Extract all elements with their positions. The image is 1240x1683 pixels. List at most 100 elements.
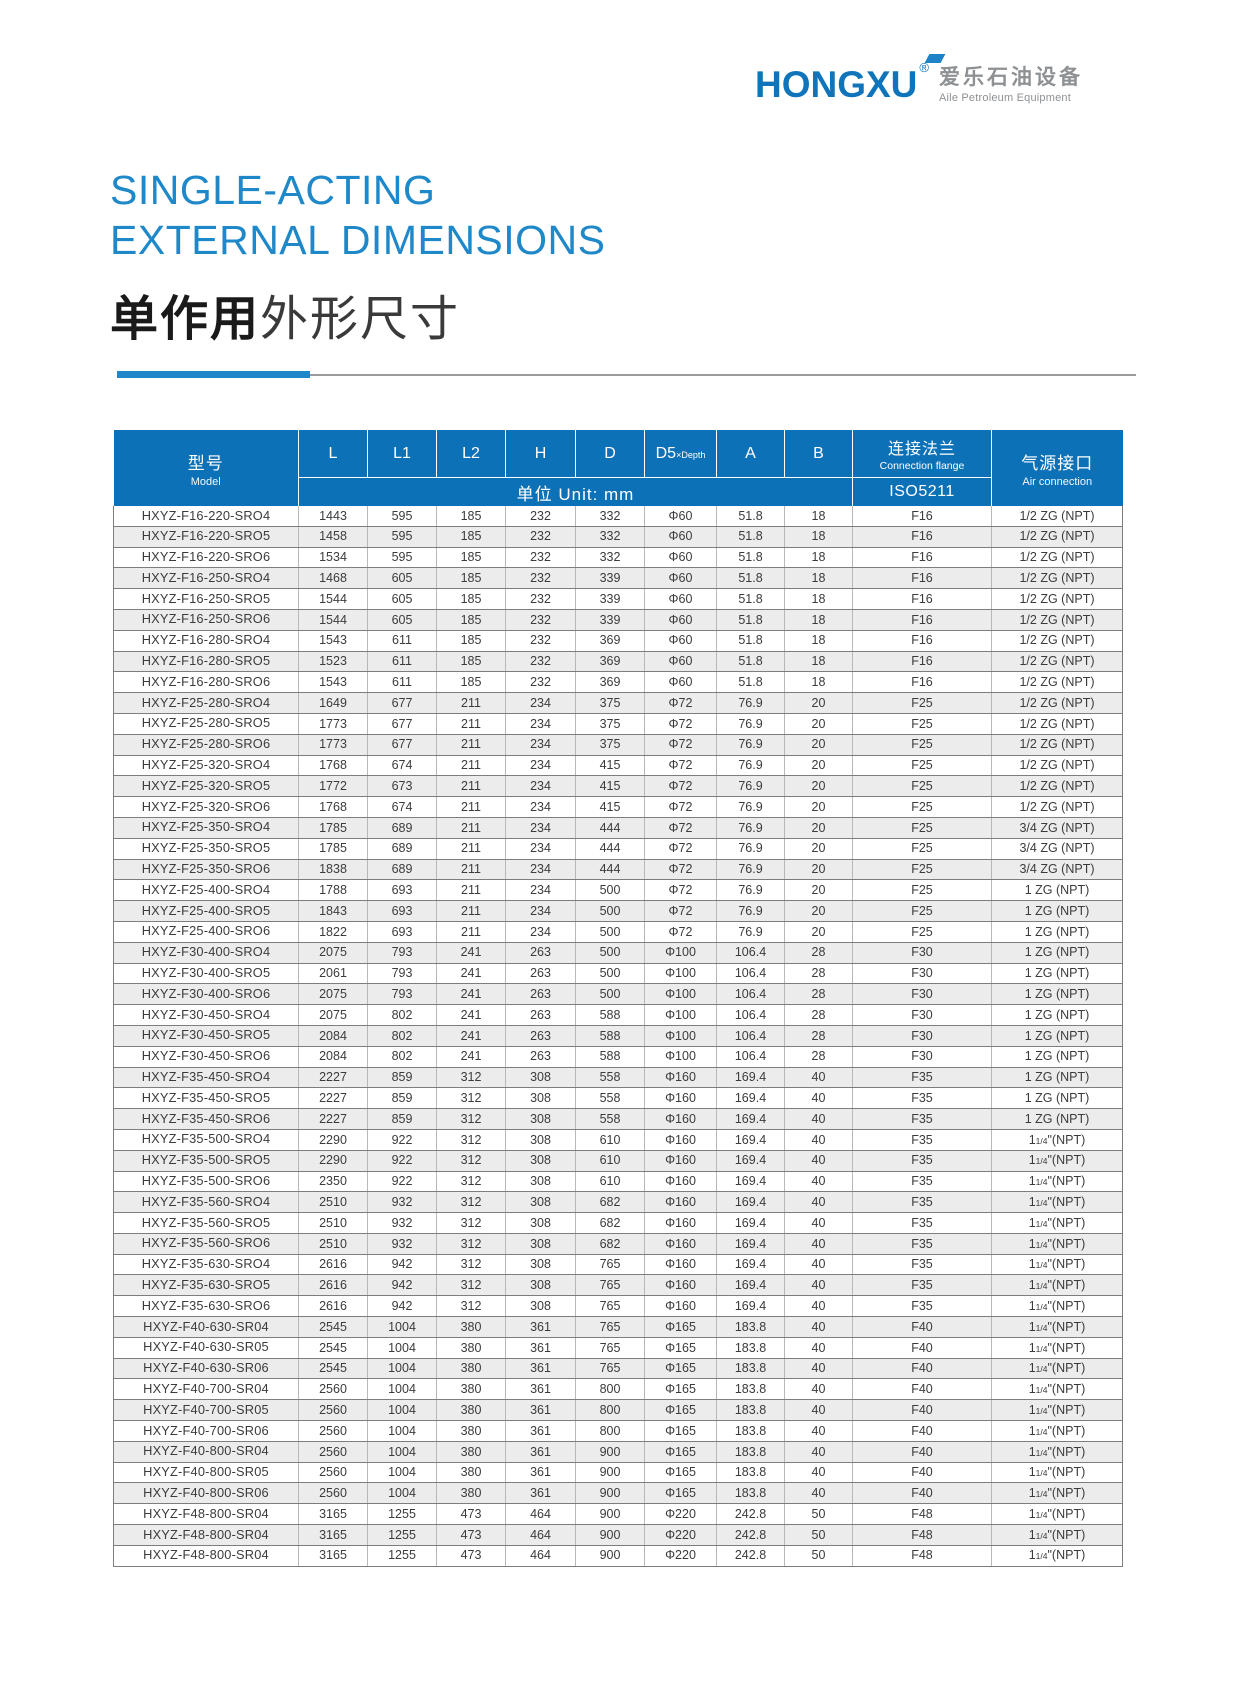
table-row: HXYZ-F25-320-SRO4 1768 674 211 234 415 Φ72 76.9… <box>113 755 1123 777</box>
cell-b: 20 <box>784 921 853 943</box>
cell-air: 1/2 ZG (NPT) <box>991 526 1123 548</box>
cell-h: 361 <box>505 1420 576 1442</box>
cell-l2: 312 <box>436 1087 506 1110</box>
cell-l2: 185 <box>436 651 506 673</box>
cell-d: 900 <box>575 1524 645 1546</box>
header-model-cn: 型号 <box>187 453 224 473</box>
cell-l1: 605 <box>367 609 437 631</box>
cell-d5-depth: Φ72 <box>644 838 717 860</box>
cell-l: 2350 <box>298 1171 368 1193</box>
cell-d5-depth: Φ72 <box>644 796 717 818</box>
cell-l: 2560 <box>298 1482 368 1505</box>
cell-l1: 689 <box>367 838 437 860</box>
cell-l2: 211 <box>436 692 506 714</box>
cell-model: HXYZ-F35-500-SRO5 <box>113 1150 299 1172</box>
cell-h: 234 <box>505 838 576 860</box>
cell-model: HXYZ-F40-800-SR04 <box>113 1441 299 1463</box>
cell-l: 2510 <box>298 1233 368 1255</box>
cell-d: 765 <box>575 1274 645 1297</box>
table-row: HXYZ-F40-800-SR04 2560 1004 380 361 900 Φ165 18… <box>113 1441 1123 1463</box>
title-english-line1: SINGLE-ACTING <box>110 167 436 213</box>
cell-l1: 1004 <box>367 1316 437 1338</box>
table-row: HXYZ-F35-450-SRO6 2227 859 312 308 558 Φ160 169… <box>113 1108 1123 1130</box>
cell-air: 11/4"(NPT) <box>991 1150 1123 1172</box>
cell-d5-depth: Φ100 <box>644 1004 717 1026</box>
cell-l2: 473 <box>436 1545 506 1567</box>
cell-air: 11/4"(NPT) <box>991 1274 1123 1297</box>
cell-model: HXYZ-F25-280-SRO6 <box>113 734 299 756</box>
cell-l1: 859 <box>367 1087 437 1110</box>
cell-b: 18 <box>784 588 853 610</box>
title-chinese-regular: 外形尺寸 <box>260 293 461 346</box>
cell-a: 169.4 <box>716 1150 785 1172</box>
cell-l: 2290 <box>298 1129 368 1151</box>
cell-d: 765 <box>575 1295 645 1318</box>
cell-flange: F40 <box>852 1462 992 1484</box>
cell-flange: F16 <box>852 588 992 610</box>
cell-b: 50 <box>784 1503 853 1526</box>
cell-air: 11/4"(NPT) <box>991 1399 1123 1422</box>
logo-flag-icon <box>924 54 946 63</box>
cell-a: 76.9 <box>716 900 785 922</box>
cell-b: 18 <box>784 651 853 673</box>
cell-flange: F30 <box>852 983 992 1006</box>
cell-d5-depth: Φ60 <box>644 609 717 631</box>
cell-model: HXYZ-F16-220-SRO6 <box>113 547 299 569</box>
cell-b: 40 <box>784 1482 853 1505</box>
cell-l1: 689 <box>367 817 437 839</box>
cell-l: 1468 <box>298 567 368 590</box>
cell-air: 1/2 ZG (NPT) <box>991 630 1123 652</box>
cell-d5-depth: Φ72 <box>644 755 717 777</box>
cell-l2: 380 <box>436 1358 506 1380</box>
cell-h: 234 <box>505 900 576 922</box>
table-row: HXYZ-F35-560-SRO6 2510 932 312 308 682 Φ160 169… <box>113 1233 1123 1255</box>
cell-d5-depth: Φ160 <box>644 1150 717 1172</box>
header-flange-cn: 连接法兰 <box>887 441 956 458</box>
cell-model: HXYZ-F25-280-SRO5 <box>113 713 299 735</box>
cell-h: 263 <box>505 942 576 964</box>
cell-d5-depth: Φ60 <box>644 547 717 569</box>
cell-a: 76.9 <box>716 796 785 818</box>
cell-h: 263 <box>505 963 576 985</box>
table-row: HXYZ-F40-700-SR05 2560 1004 380 361 800 Φ165 18… <box>113 1399 1123 1422</box>
cell-b: 20 <box>784 859 853 881</box>
header-flange: 连接法兰 Connection flange <box>852 430 992 478</box>
cell-d: 500 <box>575 900 645 922</box>
cell-l2: 211 <box>436 796 506 818</box>
cell-d: 369 <box>575 651 645 673</box>
cell-air: 11/4"(NPT) <box>991 1378 1123 1401</box>
table-row: HXYZ-F35-630-SRO4 2616 942 312 308 765 Φ160 169… <box>113 1254 1123 1276</box>
cell-l: 1785 <box>298 838 368 860</box>
table-row: HXYZ-F40-630-SR04 2545 1004 380 361 765 Φ165 18… <box>113 1316 1123 1338</box>
cell-model: HXYZ-F30-450-SRO4 <box>113 1004 299 1026</box>
cell-l1: 677 <box>367 713 437 735</box>
cell-model: HXYZ-F35-630-SRO4 <box>113 1254 299 1276</box>
page-title: SINGLE-ACTING EXTERNAL DIMENSIONS 单作用外形尺… <box>110 165 606 349</box>
cell-model: HXYZ-F48-800-SR04 <box>113 1503 299 1526</box>
table-row: HXYZ-F16-220-SRO4 1443 595 185 232 332 Φ60 51.8… <box>113 506 1123 527</box>
cell-b: 40 <box>784 1358 853 1380</box>
cell-h: 308 <box>505 1067 576 1089</box>
header-d5-main: D5 <box>655 444 677 462</box>
cell-flange: F35 <box>852 1191 992 1214</box>
cell-l: 1458 <box>298 526 368 548</box>
cell-l2: 312 <box>436 1191 506 1214</box>
cell-b: 20 <box>784 713 853 735</box>
cell-model: HXYZ-F35-450-SRO5 <box>113 1087 299 1110</box>
table-row: HXYZ-F25-320-SRO6 1768 674 211 234 415 Φ72 76.9… <box>113 796 1123 818</box>
cell-flange: F35 <box>852 1274 992 1297</box>
cell-h: 232 <box>505 630 576 652</box>
cell-a: 183.8 <box>716 1358 785 1380</box>
cell-l2: 211 <box>436 734 506 756</box>
cell-air: 1/2 ZG (NPT) <box>991 755 1123 777</box>
cell-b: 20 <box>784 775 853 798</box>
cell-model: HXYZ-F16-220-SRO5 <box>113 526 299 548</box>
cell-l: 1649 <box>298 692 368 714</box>
header-unit: 单位 Unit: mm <box>298 477 853 506</box>
cell-l1: 611 <box>367 630 437 652</box>
cell-a: 51.8 <box>716 547 785 569</box>
cell-b: 40 <box>784 1462 853 1484</box>
cell-flange: F25 <box>852 900 992 922</box>
cell-flange: F25 <box>852 692 992 714</box>
table-row: HXYZ-F25-350-SRO6 1838 689 211 234 444 Φ72 76.9… <box>113 859 1123 881</box>
